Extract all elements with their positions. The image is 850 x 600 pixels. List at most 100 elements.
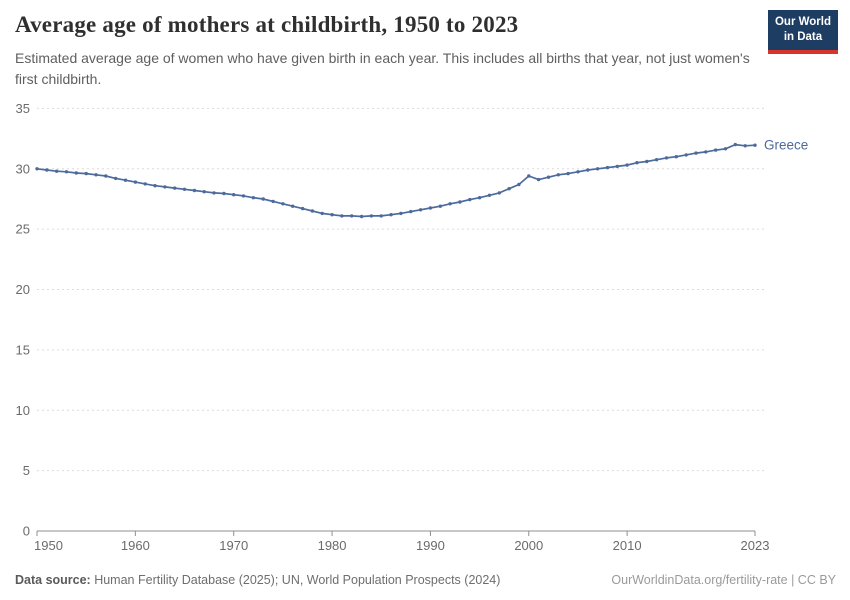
data-point[interactable] [271,199,275,204]
data-point[interactable] [458,200,462,204]
data-point[interactable] [359,214,364,219]
data-point[interactable] [123,178,128,182]
x-tick-label: 2000 [514,538,543,553]
data-point[interactable] [182,187,187,191]
data-point[interactable] [536,177,541,182]
data-point[interactable] [753,143,757,147]
x-tick-label: 1970 [219,538,248,553]
x-tick-label: 1960 [121,538,150,553]
data-point[interactable] [369,214,374,218]
data-point[interactable] [527,174,531,178]
data-point[interactable] [232,193,236,197]
data-point[interactable] [45,168,49,172]
y-tick-label: 25 [16,222,30,237]
data-point[interactable] [64,170,69,174]
data-point[interactable] [310,209,315,213]
data-point[interactable] [674,155,678,159]
data-point[interactable] [261,197,265,201]
data-source-text: Data source: Human Fertility Database (2… [15,573,500,587]
page-title: Average age of mothers at childbirth, 19… [15,12,519,37]
x-tick-label: 1980 [318,538,347,553]
data-point[interactable] [605,165,610,170]
data-point[interactable] [241,194,246,198]
data-source-label: Data source: [15,573,91,587]
data-point[interactable] [153,184,157,188]
data-point[interactable] [212,191,216,195]
data-point[interactable] [300,206,305,211]
x-tick-label: 2023 [741,538,770,553]
data-point[interactable] [320,211,324,216]
data-point[interactable] [35,167,39,171]
data-point[interactable] [55,169,59,173]
y-tick-label: 20 [16,282,30,297]
data-point[interactable] [84,171,88,176]
data-point[interactable] [163,185,167,189]
data-point[interactable] [684,153,688,157]
y-tick-label: 15 [16,342,30,357]
data-point[interactable] [733,142,737,147]
data-point[interactable] [595,167,600,171]
y-tick-label: 35 [16,101,30,116]
data-point[interactable] [723,147,728,151]
attribution-text: OurWorldinData.org/fertility-rate | CC B… [611,573,836,587]
data-source-value: Human Fertility Database (2025); UN, Wor… [90,573,501,587]
data-point[interactable] [586,168,590,172]
data-point[interactable] [340,214,344,218]
data-point[interactable] [645,159,649,164]
data-point[interactable] [330,213,334,217]
data-point[interactable] [625,163,629,167]
data-point[interactable] [409,209,413,214]
data-point[interactable] [133,180,138,184]
data-point[interactable] [192,188,197,193]
data-point[interactable] [399,211,403,216]
data-point[interactable] [291,204,295,208]
data-point[interactable] [350,214,354,218]
line-chart[interactable]: 0 5 10 15 20 25 30 35 1950 1960 1970 1980 1990 2000 20… [0,95,850,570]
data-point[interactable] [704,150,708,154]
data-point[interactable] [389,213,393,217]
data-point[interactable] [714,148,718,152]
x-tick-label: 2010 [613,538,642,553]
data-point[interactable] [74,171,79,175]
data-point[interactable] [281,202,285,206]
data-point[interactable] [487,193,492,197]
data-point[interactable] [251,196,256,200]
data-point[interactable] [664,156,669,160]
data-point[interactable] [654,158,659,162]
data-point[interactable] [507,187,511,191]
data-point[interactable] [743,144,747,148]
data-point[interactable] [576,170,580,174]
data-line [36,143,756,218]
data-point[interactable] [222,191,226,196]
data-point[interactable] [497,191,501,195]
data-point[interactable] [556,173,560,177]
data-point[interactable] [114,176,118,181]
data-point[interactable] [379,214,383,218]
data-point[interactable] [566,171,570,176]
chart-footer: Data source: Human Fertility Database (2… [15,573,836,587]
data-point[interactable] [94,173,98,177]
y-tick-label: 10 [16,403,30,418]
x-tick-label: 1950 [34,538,63,553]
data-point[interactable] [173,186,177,190]
data-point[interactable] [202,190,206,194]
data-point[interactable] [694,151,698,155]
data-point[interactable] [468,197,472,202]
data-point[interactable] [517,182,521,187]
data-point[interactable] [615,164,619,169]
data-point[interactable] [546,175,551,179]
data-point[interactable] [448,202,452,206]
y-tick-label: 30 [16,161,30,176]
data-point[interactable] [143,182,147,186]
data-point[interactable] [104,174,108,178]
data-point[interactable] [418,208,423,212]
chart-header: Average age of mothers at childbirth, 19… [15,12,835,90]
series-end-label[interactable]: Greece [764,138,808,153]
owid-logo[interactable]: Our World in Data [767,10,838,54]
data-point[interactable] [635,161,639,165]
data-point[interactable] [477,196,482,200]
data-point[interactable] [428,206,433,210]
data-point[interactable] [438,204,442,208]
chart-subtitle: Estimated average age of women who have … [15,50,750,87]
